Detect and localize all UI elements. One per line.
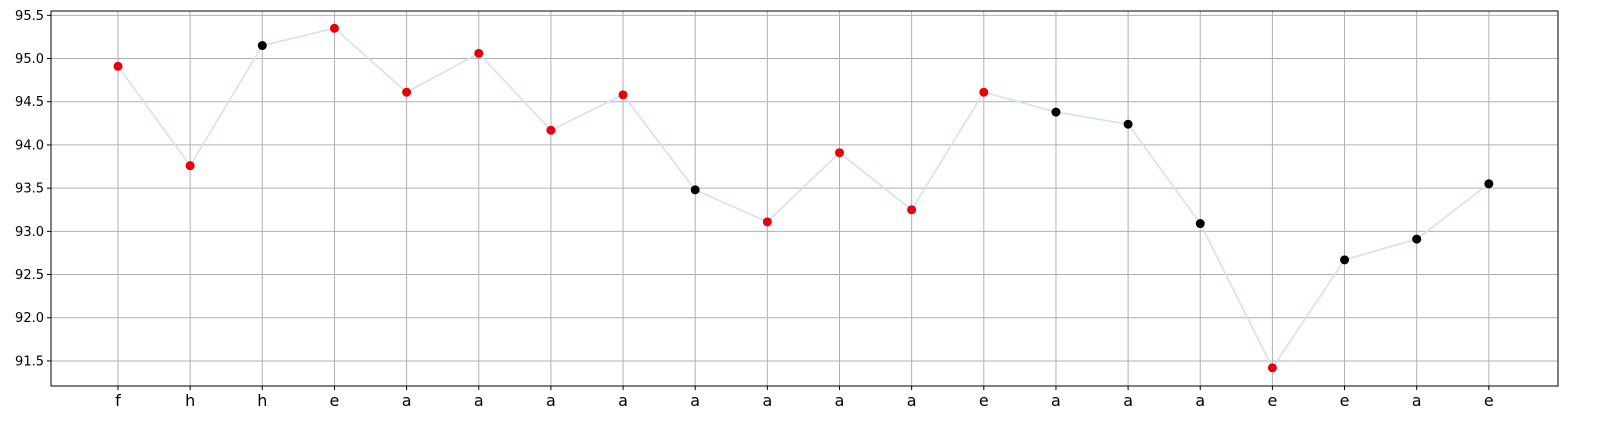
x-tick-label: a [474, 391, 484, 410]
data-point [1267, 363, 1277, 373]
x-tick-label: a [402, 391, 412, 410]
x-tick-label: a [835, 391, 845, 410]
data-point [185, 161, 195, 171]
grid-lines [51, 11, 1558, 386]
plot-area [51, 11, 1558, 386]
x-tick-label: a [762, 391, 772, 410]
data-point [1051, 107, 1061, 117]
x-tick-label: e [1340, 391, 1350, 410]
connecting-line-layer [117, 27, 1490, 370]
data-point [762, 217, 772, 227]
data-point [618, 90, 628, 100]
x-tick-label: a [1412, 391, 1422, 410]
data-point [1123, 119, 1133, 129]
x-tick-label: h [257, 391, 267, 410]
data-point [979, 87, 989, 97]
x-tick-label: f [115, 391, 121, 410]
points-layer [113, 23, 1494, 373]
data-point [907, 205, 917, 215]
x-tick-label: a [1051, 391, 1061, 410]
y-tick-label: 94.0 [15, 138, 44, 153]
data-point [1484, 179, 1494, 189]
x-tick-label: a [1123, 391, 1133, 410]
x-tick-label: e [1484, 391, 1494, 410]
y-tick-label: 94.5 [15, 95, 44, 110]
data-point [402, 87, 412, 97]
y-tick-label: 95.5 [15, 9, 44, 24]
plot-frame [50, 10, 1559, 387]
y-tick-label: 92.5 [15, 268, 44, 283]
y-tick-label: 93.5 [15, 182, 44, 197]
data-point [1412, 234, 1422, 244]
data-point [835, 148, 844, 158]
x-tick-label: e [330, 391, 340, 410]
y-tick-label: 91.5 [15, 354, 44, 369]
data-point [1340, 255, 1350, 265]
data-point [690, 185, 700, 195]
y-tick-label: 95.0 [15, 52, 44, 67]
x-tick-label: e [979, 391, 989, 410]
x-tick-label: e [1267, 391, 1277, 410]
series-line [117, 27, 1490, 370]
data-point [1195, 219, 1205, 229]
data-point [257, 41, 267, 51]
x-tick-label: a [907, 391, 917, 410]
x-tick-label: a [1195, 391, 1205, 410]
data-point [113, 61, 123, 71]
x-tick-label: h [185, 391, 195, 410]
x-tick-label: a [546, 391, 556, 410]
data-point [329, 23, 339, 33]
y-tick-label: 93.0 [15, 225, 44, 240]
data-point [546, 125, 556, 135]
x-tick-label: a [690, 391, 700, 410]
y-tick-label: 92.0 [15, 311, 44, 326]
y-axis: 91.5 92.0 92.5 93.0 93.5 94.0 94.5 95.0 95.5 [15, 9, 51, 369]
data-point [474, 48, 484, 58]
x-tick-label: a [618, 391, 628, 410]
